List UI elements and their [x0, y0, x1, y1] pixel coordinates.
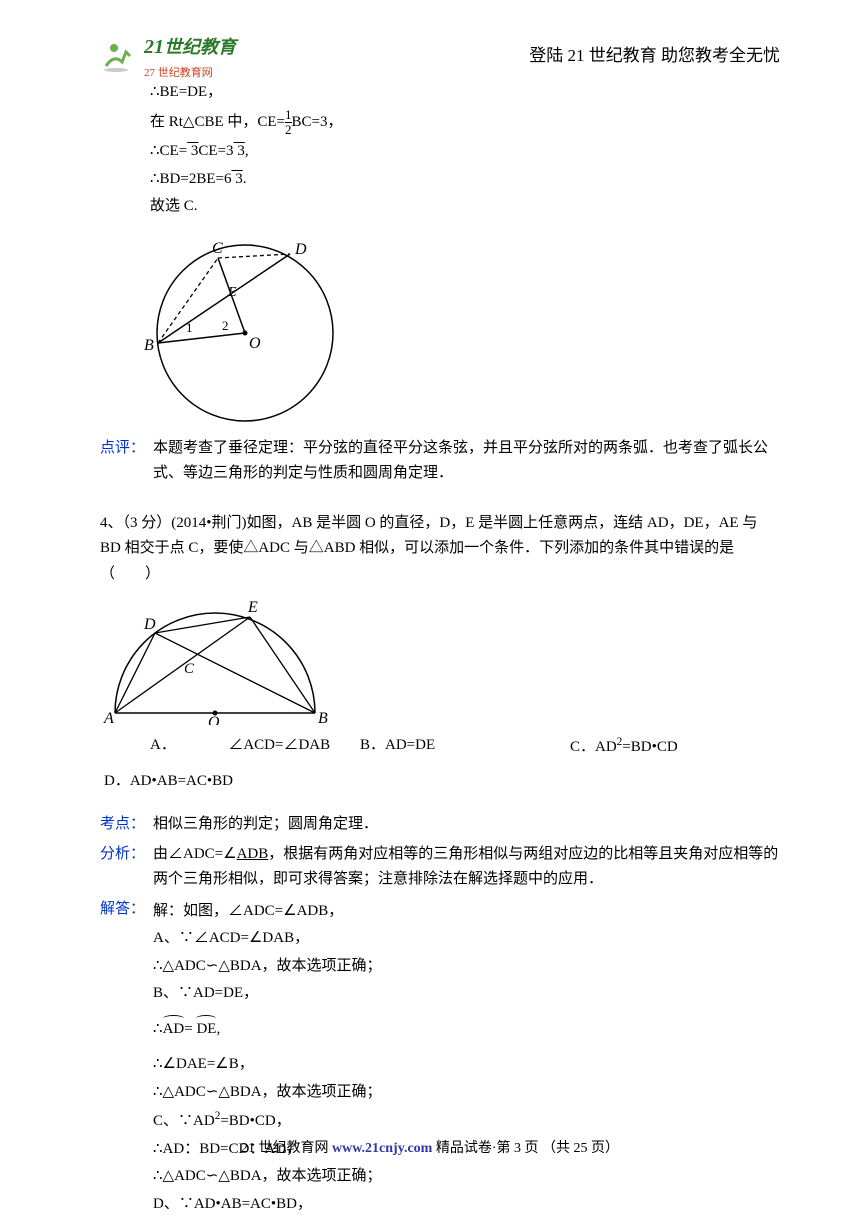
jieda-body: 解：如图，∠ADC=∠ADB， A、∵∠ACD=∠DAB， ∴△ADC∽△BDA…	[153, 897, 382, 1219]
jd-l4: B、∵AD=DE，	[153, 981, 382, 1007]
logo-subtitle: 27 世纪教育网	[144, 64, 236, 83]
fig2-C: C	[184, 661, 195, 677]
jieda-label: 解答：	[100, 897, 145, 1219]
page-footer: 21 世纪教育网 www.21cnjy.com 精品试卷·第 3 页 （共 25…	[0, 1137, 860, 1161]
page-header: 21世纪教育 27 世纪教育网 登陆 21 世纪教育 助您教考全无忧	[100, 30, 780, 83]
fig-label-O: O	[249, 335, 261, 352]
dianping-text: 本题考查了垂径定理：平分弦的直径平分这条弦，并且平分弦所对的两条弧．也考查了弧长…	[153, 436, 780, 487]
fig-label-C: C	[212, 240, 223, 257]
main-content: ∴BE=DE， 在 Rt△CBE 中，CE=12BC=3， ∴CE= 3CE=3…	[100, 80, 780, 1219]
opt-B: B．AD=DE	[360, 733, 570, 761]
jd-l3: ∴△ADC∽△BDA，故本选项正确；	[153, 954, 382, 980]
jd-l7: ∴△ADC∽△BDA，故本选项正确；	[153, 1080, 382, 1106]
fig2-B: B	[318, 710, 328, 725]
jieda-row: 解答： 解：如图，∠ADC=∠ADB， A、∵∠ACD=∠DAB， ∴△ADC∽…	[100, 897, 780, 1219]
sol-line-2: 在 Rt△CBE 中，CE=12BC=3，	[150, 108, 780, 138]
fenxi-label: 分析：	[100, 842, 145, 893]
sol-l2b: BC=3，	[292, 114, 343, 130]
logo-person-icon	[100, 40, 140, 72]
jd-l8: C、∵AD2=BD•CD，	[153, 1107, 382, 1135]
dianping-row: 点评： 本题考查了垂径定理：平分弦的直径平分这条弦，并且平分弦所对的两条弧．也考…	[100, 436, 780, 487]
kaodian-row: 考点： 相似三角形的判定；圆周角定理．	[100, 812, 780, 838]
semicircle-figure: D E C A O B	[100, 595, 335, 725]
fig2-O: O	[208, 714, 220, 725]
fenxi-row: 分析： 由∠ADC=∠ADB，根据有两角对应相等的三角形相似与两组对应边的比相等…	[100, 842, 780, 893]
fig2-A: A	[103, 710, 114, 725]
kaodian-label: 考点：	[100, 812, 145, 838]
fig-label-1: 1	[186, 320, 193, 335]
logo: 21世纪教育 27 世纪教育网	[100, 30, 236, 83]
jd-l2: A、∵∠ACD=∠DAB，	[153, 926, 382, 952]
footer-left: 21 世纪教育网	[241, 1141, 332, 1156]
jd-l1: 解：如图，∠ADC=∠ADB，	[153, 899, 382, 925]
header-tagline: 登陆 21 世纪教育 助您教考全无忧	[529, 42, 780, 71]
dianping-label: 点评：	[100, 436, 145, 487]
sol-line-1: ∴BE=DE，	[150, 80, 780, 106]
fig2-E: E	[247, 599, 258, 616]
jd-l10: ∴△ADC∽△BDA，故本选项正确；	[153, 1164, 382, 1190]
q4-stem: 4、（3 分）(2014•荆门)如图，AB 是半圆 O 的直径，D，E 是半圆上…	[100, 511, 780, 588]
logo-21: 21	[144, 36, 164, 58]
footer-url: www.21cnjy.com	[332, 1141, 432, 1156]
sol-line-3: ∴CE= 3CE=3 3,	[150, 139, 780, 165]
footer-right: 精品试卷·第 3 页 （共 25 页）	[432, 1141, 619, 1156]
sol-line-5: 故选 C.	[150, 194, 780, 220]
opt-D: D．AD•AB=AC•BD	[100, 769, 780, 795]
fig-label-E: E	[227, 285, 237, 300]
continued-solution: ∴BE=DE， 在 Rt△CBE 中，CE=12BC=3， ∴CE= 3CE=3…	[100, 80, 780, 220]
fig-label-D: D	[294, 241, 307, 258]
fig-label-B: B	[144, 337, 154, 354]
kaodian-text: 相似三角形的判定；圆周角定理．	[153, 812, 378, 838]
jd-l11: D、∵AD•AB=AC•BD，	[153, 1192, 382, 1218]
opt-C: C．AD2=BD•CD	[570, 733, 780, 761]
fig-label-2: 2	[222, 318, 229, 333]
q4-options: A． ∠ACD=∠DAB B．AD=DE C．AD2=BD•CD	[100, 733, 780, 761]
sol-l2a: 在 Rt△CBE 中，CE=	[150, 114, 285, 130]
circle-figure: C D E B O 1 2	[130, 228, 350, 428]
logo-text-block: 21世纪教育 27 世纪教育网	[144, 30, 236, 83]
sol-line-4: ∴BD=2BE=6 3.	[150, 167, 780, 193]
fig2-D: D	[143, 616, 156, 633]
logo-cn: 世纪教育	[164, 37, 236, 57]
jd-l5: ∴AD= DE,	[153, 1017, 382, 1043]
jd-l6: ∴∠DAE=∠B，	[153, 1052, 382, 1078]
fenxi-text: 由∠ADC=∠ADB，根据有两角对应相等的三角形相似与两组对应边的比相等且夹角对…	[153, 842, 780, 893]
opt-A: A． ∠ACD=∠DAB	[150, 733, 360, 761]
